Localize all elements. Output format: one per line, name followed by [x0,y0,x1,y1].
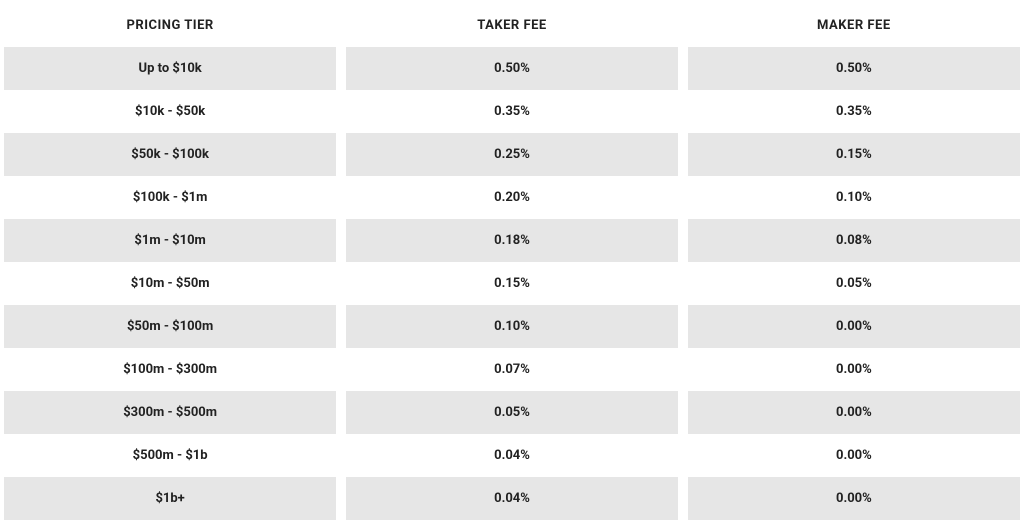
table-body: Up to $10k 0.50% 0.50% $10k - $50k 0.35%… [4,47,1020,520]
cell-tier: $10k - $50k [4,90,336,133]
cell-maker: 0.00% [688,434,1020,477]
col-spacer [336,219,346,262]
cell-taker: 0.18% [346,219,678,262]
cell-taker: 0.07% [346,348,678,391]
cell-taker: 0.20% [346,176,678,219]
table-row: $10m - $50m 0.15% 0.05% [4,262,1020,305]
cell-maker: 0.05% [688,262,1020,305]
col-spacer [336,47,346,90]
table-header-row: PRICING TIER TAKER FEE MAKER FEE [4,4,1020,47]
cell-maker: 0.50% [688,47,1020,90]
col-spacer [678,262,688,305]
cell-tier: $100k - $1m [4,176,336,219]
table-row: $50k - $100k 0.25% 0.15% [4,133,1020,176]
cell-tier: $1m - $10m [4,219,336,262]
col-spacer [336,477,346,520]
cell-taker: 0.15% [346,262,678,305]
cell-tier: $300m - $500m [4,391,336,434]
cell-tier: $100m - $300m [4,348,336,391]
cell-tier: $50m - $100m [4,305,336,348]
cell-taker: 0.10% [346,305,678,348]
table-row: $50m - $100m 0.10% 0.00% [4,305,1020,348]
col-spacer [678,391,688,434]
col-spacer [678,348,688,391]
cell-maker: 0.10% [688,176,1020,219]
col-maker-fee: MAKER FEE [688,4,1020,47]
cell-taker: 0.05% [346,391,678,434]
col-spacer [678,477,688,520]
cell-maker: 0.00% [688,477,1020,520]
table-row: $100m - $300m 0.07% 0.00% [4,348,1020,391]
col-spacer [678,4,688,47]
col-spacer [336,262,346,305]
col-spacer [678,305,688,348]
fee-table: PRICING TIER TAKER FEE MAKER FEE Up to $… [4,4,1020,520]
col-spacer [336,434,346,477]
col-pricing-tier: PRICING TIER [4,4,336,47]
cell-tier: $1b+ [4,477,336,520]
col-spacer [678,176,688,219]
cell-taker: 0.04% [346,434,678,477]
cell-maker: 0.00% [688,391,1020,434]
col-spacer [336,90,346,133]
table-row: $1m - $10m 0.18% 0.08% [4,219,1020,262]
col-spacer [678,434,688,477]
cell-taker: 0.04% [346,477,678,520]
table-row: $100k - $1m 0.20% 0.10% [4,176,1020,219]
cell-taker: 0.50% [346,47,678,90]
col-spacer [336,348,346,391]
table-row: $1b+ 0.04% 0.00% [4,477,1020,520]
col-spacer [336,305,346,348]
cell-tier: $50k - $100k [4,133,336,176]
col-spacer [678,47,688,90]
cell-maker: 0.00% [688,305,1020,348]
col-spacer [678,133,688,176]
cell-maker: 0.15% [688,133,1020,176]
cell-tier: Up to $10k [4,47,336,90]
table-row: $500m - $1b 0.04% 0.00% [4,434,1020,477]
col-spacer [336,391,346,434]
col-spacer [336,4,346,47]
col-spacer [336,176,346,219]
cell-taker: 0.25% [346,133,678,176]
table-row: $10k - $50k 0.35% 0.35% [4,90,1020,133]
cell-maker: 0.08% [688,219,1020,262]
cell-tier: $10m - $50m [4,262,336,305]
cell-tier: $500m - $1b [4,434,336,477]
cell-maker: 0.35% [688,90,1020,133]
col-taker-fee: TAKER FEE [346,4,678,47]
table-row: $300m - $500m 0.05% 0.00% [4,391,1020,434]
col-spacer [678,90,688,133]
cell-maker: 0.00% [688,348,1020,391]
cell-taker: 0.35% [346,90,678,133]
table-row: Up to $10k 0.50% 0.50% [4,47,1020,90]
col-spacer [336,133,346,176]
col-spacer [678,219,688,262]
